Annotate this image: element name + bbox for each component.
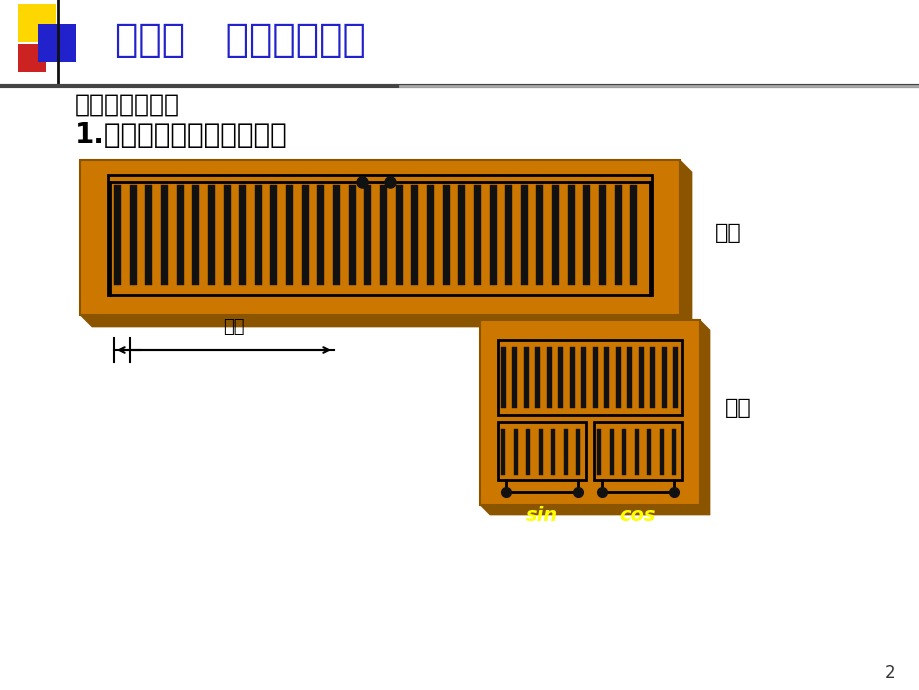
Bar <box>458 185 465 285</box>
Polygon shape <box>80 315 691 327</box>
Bar <box>526 429 529 475</box>
Bar <box>614 185 621 285</box>
Bar <box>627 347 632 408</box>
Polygon shape <box>480 505 709 515</box>
Bar <box>380 185 387 285</box>
Bar <box>576 429 580 475</box>
Bar <box>114 185 121 285</box>
Bar <box>442 185 449 285</box>
Bar <box>630 185 637 285</box>
Bar <box>547 347 551 408</box>
Bar <box>672 429 675 475</box>
Bar <box>348 185 356 285</box>
Bar <box>208 185 215 285</box>
Bar <box>501 429 505 475</box>
Bar <box>489 185 496 285</box>
Text: 定尺: 定尺 <box>714 222 741 242</box>
Bar <box>524 347 528 408</box>
Bar <box>673 347 678 408</box>
Bar <box>18 44 46 72</box>
Bar <box>650 347 654 408</box>
Bar <box>176 185 184 285</box>
Bar <box>161 185 168 285</box>
Bar <box>192 185 199 285</box>
Text: 节距: 节距 <box>223 318 244 336</box>
Bar <box>505 185 512 285</box>
Text: 三、感应同步器: 三、感应同步器 <box>75 93 180 117</box>
Bar <box>286 185 293 285</box>
Bar <box>239 185 246 285</box>
Bar <box>594 422 681 480</box>
Text: cos: cos <box>619 506 655 525</box>
Bar <box>223 185 231 285</box>
Bar <box>609 429 613 475</box>
Bar <box>513 429 517 475</box>
Bar <box>497 422 585 480</box>
Bar <box>80 160 679 315</box>
Bar <box>647 429 651 475</box>
Polygon shape <box>679 160 691 327</box>
Bar <box>550 429 555 475</box>
Bar <box>570 347 574 408</box>
Bar <box>616 347 620 408</box>
Bar <box>395 185 403 285</box>
Bar <box>659 429 664 475</box>
Text: 滑尺: 滑尺 <box>724 397 751 417</box>
Bar <box>255 185 262 285</box>
Bar <box>563 429 567 475</box>
Bar <box>583 185 590 285</box>
Bar <box>108 175 652 295</box>
Bar <box>480 320 699 505</box>
Bar <box>473 185 481 285</box>
Bar <box>598 185 606 285</box>
Bar <box>581 347 586 408</box>
Bar <box>501 347 505 408</box>
Bar <box>18 4 56 42</box>
Text: 2: 2 <box>883 664 894 682</box>
Bar <box>639 347 643 408</box>
Bar <box>317 185 324 285</box>
Bar <box>662 347 666 408</box>
Bar <box>270 185 278 285</box>
Bar <box>426 185 434 285</box>
Bar <box>558 347 562 408</box>
Bar <box>364 185 371 285</box>
Bar <box>411 185 418 285</box>
Bar <box>593 347 597 408</box>
Bar <box>596 429 600 475</box>
Bar <box>567 185 574 285</box>
Bar <box>38 24 76 62</box>
Bar <box>497 340 681 415</box>
Text: 1.感应同步器的结构和原理: 1.感应同步器的结构和原理 <box>75 121 288 149</box>
Text: sin: sin <box>526 506 558 525</box>
Bar <box>301 185 309 285</box>
Bar <box>145 185 153 285</box>
Bar <box>634 429 638 475</box>
Bar <box>621 429 626 475</box>
Bar <box>512 347 516 408</box>
Bar <box>604 347 608 408</box>
Bar <box>520 185 528 285</box>
Bar <box>130 185 137 285</box>
Text: 第三节   大位移传感器: 第三节 大位移传感器 <box>115 21 366 59</box>
Bar <box>539 429 542 475</box>
Polygon shape <box>699 320 709 515</box>
Bar <box>551 185 559 285</box>
Bar <box>535 347 540 408</box>
Bar <box>536 185 543 285</box>
Bar <box>333 185 340 285</box>
